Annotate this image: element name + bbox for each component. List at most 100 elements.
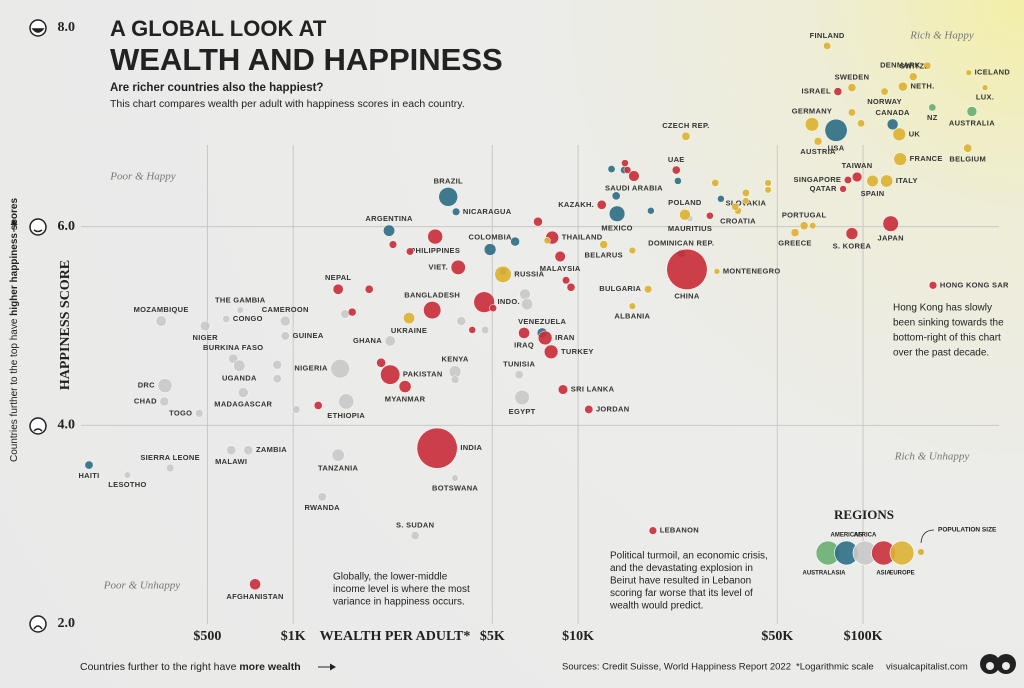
data-point [521, 298, 534, 311]
legend-label: AMERICAS [830, 533, 862, 539]
data-point [514, 370, 524, 380]
data-point [543, 344, 559, 360]
data-point [557, 384, 569, 395]
point-label: NZ [927, 113, 938, 122]
data-point [456, 316, 467, 326]
point-label: S. KOREA [833, 242, 872, 251]
y-tick-label: 6.0 [58, 219, 76, 234]
data-point [607, 165, 616, 173]
point-label: MEXICO [601, 224, 632, 233]
x-tick-label: $500 [193, 629, 221, 644]
point-label: PAKISTAN [403, 370, 443, 379]
point-label: AUSTRALIA [949, 118, 995, 127]
point-label: LEBANON [660, 526, 699, 535]
data-point [628, 302, 636, 310]
data-point [280, 331, 290, 341]
data-point [809, 222, 817, 230]
data-point [898, 81, 908, 92]
point-label: BANGLADESH [404, 290, 460, 299]
annotation: Globally, the lower-middle [333, 572, 448, 583]
data-point [647, 207, 655, 215]
data-point [237, 387, 249, 398]
size-legend-label: POPULATION SIZE [938, 527, 997, 534]
data-point [405, 247, 414, 256]
data-point [886, 118, 899, 131]
data-point [388, 240, 398, 249]
data-point [833, 87, 843, 96]
data-point [510, 236, 520, 247]
point-label: SAUDI ARABIA [605, 183, 663, 192]
data-point [706, 211, 714, 220]
point-label: NEPAL [325, 273, 351, 282]
footnote: *Logarithmic scale [796, 662, 874, 673]
data-point [892, 127, 906, 141]
data-point [157, 378, 173, 394]
point-label: SINGAPORE [794, 175, 842, 184]
data-point [226, 445, 237, 456]
data-point [608, 205, 626, 222]
point-label: ICELAND [975, 68, 1011, 77]
data-point [643, 285, 653, 294]
data-point [313, 401, 323, 410]
x-note-text: more wealth [239, 661, 300, 673]
point-label: BRAZIL [434, 176, 463, 185]
data-point [410, 531, 420, 541]
data-point [799, 221, 809, 231]
data-point [857, 119, 865, 128]
y-axis-label: HAPPINESS SCORE [58, 260, 73, 390]
point-label: MAURITIUS [668, 224, 712, 233]
arrow-head [10, 219, 18, 225]
point-label: THAILAND [562, 233, 603, 242]
point-label: TURKEY [561, 347, 594, 356]
chart-title: WEALTH AND HAPPINESS [110, 42, 503, 77]
point-label: CHAD [134, 396, 157, 405]
annotation: variance in happiness occurs. [333, 597, 465, 608]
data-point [562, 276, 571, 285]
point-label: GREECE [778, 239, 811, 248]
point-label: FRANCE [910, 154, 943, 163]
point-label: CZECH REP. [662, 121, 709, 130]
data-point [880, 87, 889, 96]
point-label: IRAN [555, 333, 575, 342]
point-label: CONGO [233, 314, 263, 323]
data-point [882, 215, 899, 232]
point-label: UK [909, 129, 921, 138]
point-label: LESOTHO [108, 480, 146, 489]
data-point [845, 227, 859, 240]
point-label: USA [828, 143, 845, 152]
data-point [199, 320, 211, 332]
data-point [628, 170, 640, 182]
point-label: VIET. [429, 262, 448, 271]
data-point [423, 301, 442, 320]
points: NZ AUSTRALIA HAITI ARGENTINA BRAZIL NICARAGUA… [78, 31, 1010, 601]
point-label: POLAND [668, 198, 702, 207]
data-point [416, 427, 458, 469]
data-point [596, 199, 607, 210]
data-point [195, 409, 204, 418]
data-point [376, 357, 386, 368]
data-point [427, 228, 443, 245]
y-tick-label: 8.0 [58, 20, 76, 35]
legend-label: AFRICA [854, 533, 877, 539]
data-point [847, 83, 857, 92]
point-label: CHINA [674, 292, 700, 301]
data-point [236, 306, 244, 314]
point-label: NORWAY [867, 97, 902, 106]
data-point [839, 185, 847, 193]
point-label: BOTSWANA [432, 483, 478, 492]
point-label: HONG KONG SAR [940, 280, 1009, 289]
data-point [764, 179, 772, 187]
data-point [380, 364, 401, 385]
point-label: S. SUDAN [396, 520, 434, 529]
data-point [364, 284, 374, 294]
data-point [741, 188, 750, 197]
data-point [481, 325, 490, 334]
data-point [681, 131, 691, 141]
data-point [514, 389, 530, 406]
subtitle: Are richer countries also the happiest? [110, 82, 323, 94]
data-point [966, 106, 978, 117]
data-point [843, 176, 852, 184]
point-label: RUSSIA [514, 269, 544, 278]
point-label: BULGARIA [599, 284, 641, 293]
data-point [243, 445, 254, 456]
